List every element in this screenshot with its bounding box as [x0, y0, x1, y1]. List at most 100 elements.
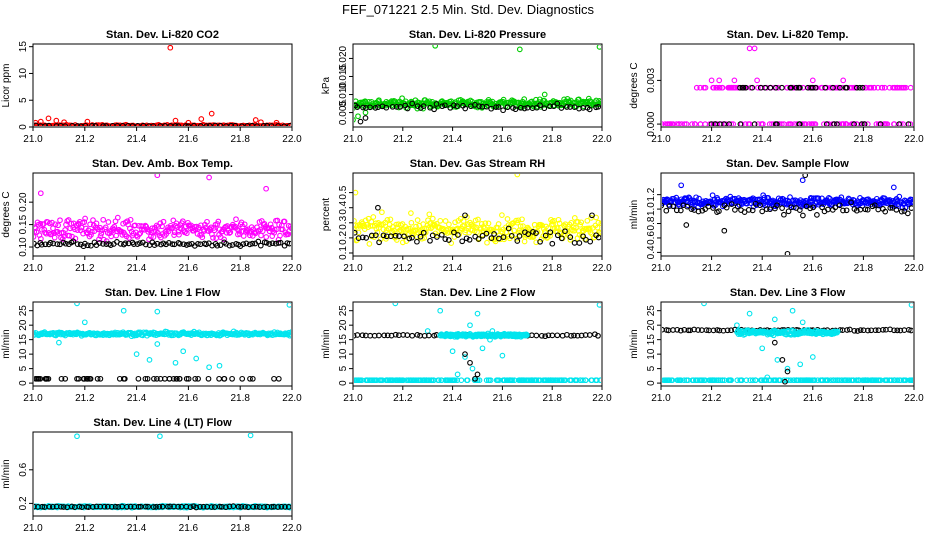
- x-tick-label: 21.8: [230, 393, 250, 404]
- data-point: [94, 225, 100, 231]
- data-point: [819, 204, 825, 211]
- data-point: [712, 121, 719, 126]
- data-point: [242, 503, 248, 510]
- data-point: [716, 84, 723, 91]
- data-point: [691, 326, 697, 333]
- data-point: [809, 121, 816, 126]
- data-point: [275, 123, 281, 126]
- data-point: [180, 241, 187, 248]
- data-point: [124, 218, 131, 225]
- data-point: [595, 219, 601, 226]
- data-point: [783, 377, 790, 384]
- y-tick-label: 0: [18, 124, 29, 130]
- data-point: [699, 207, 706, 214]
- x-tick-label: 21.0: [651, 134, 671, 145]
- data-point: [789, 307, 796, 314]
- x-tick-label: 22.0: [904, 134, 924, 145]
- data-point: [875, 327, 882, 334]
- data-point: [42, 375, 49, 382]
- data-point: [759, 377, 765, 384]
- data-point: [42, 241, 49, 248]
- x-tick-label: 22.0: [904, 393, 924, 404]
- x-tick-label: 21.6: [493, 134, 513, 145]
- data-point: [896, 193, 903, 200]
- data-point: [404, 105, 411, 112]
- data-point: [662, 377, 669, 384]
- data-point: [187, 504, 194, 510]
- data-point: [282, 504, 288, 510]
- data-point: [784, 84, 791, 91]
- data-point: [467, 322, 473, 329]
- data-point: [103, 123, 110, 126]
- x-tick-label: 21.0: [23, 134, 43, 145]
- data-point: [445, 237, 452, 243]
- data-point: [154, 375, 160, 382]
- data-point: [88, 229, 95, 235]
- data-point: [705, 203, 712, 210]
- data-point: [542, 333, 549, 340]
- data-point: [413, 223, 419, 230]
- panel-title: Stan. Dev. Line 3 Flow: [730, 287, 846, 299]
- data-point: [399, 239, 406, 246]
- data-point: [354, 189, 359, 196]
- y-tick-label: 0.6: [18, 462, 29, 476]
- y-tick-label: 0.8: [646, 216, 657, 230]
- data-point: [359, 234, 366, 241]
- data-point: [263, 239, 270, 246]
- data-point: [708, 121, 715, 126]
- data-point: [670, 203, 677, 210]
- data-point: [554, 100, 561, 107]
- data-point: [190, 503, 197, 510]
- data-point: [193, 504, 200, 511]
- data-point: [689, 121, 695, 126]
- data-point: [595, 103, 601, 110]
- data-point: [74, 123, 81, 126]
- data-point: [504, 216, 511, 222]
- data-point: [183, 123, 189, 126]
- data-point: [414, 217, 421, 223]
- data-point: [752, 377, 759, 384]
- data-point: [203, 241, 209, 248]
- data-point: [176, 231, 182, 238]
- data-point: [285, 504, 291, 510]
- data-point: [467, 359, 473, 366]
- data-point: [409, 234, 415, 241]
- data-point: [165, 503, 171, 510]
- data-point: [499, 352, 506, 359]
- panel-title: Stan. Dev. Line 2 Flow: [420, 287, 536, 299]
- x-tick-label: 21.2: [393, 263, 413, 274]
- data-point: [61, 233, 67, 240]
- data-point: [277, 232, 283, 239]
- data-point: [74, 303, 80, 307]
- data-point: [887, 205, 894, 211]
- data-point: [442, 218, 449, 224]
- data-point: [737, 84, 743, 91]
- data-point: [81, 319, 88, 326]
- data-point: [572, 377, 579, 384]
- data-point: [195, 375, 201, 382]
- data-point: [488, 235, 495, 241]
- x-tick-label: 21.4: [752, 393, 772, 404]
- data-point: [662, 326, 665, 333]
- data-point: [185, 375, 192, 382]
- x-tick-label: 21.0: [343, 263, 363, 274]
- data-point: [790, 84, 797, 91]
- data-point: [62, 375, 69, 382]
- data-point: [524, 332, 530, 339]
- data-point: [907, 121, 913, 126]
- data-point: [665, 377, 672, 384]
- data-point: [185, 123, 192, 126]
- data-point: [475, 216, 481, 223]
- data-point: [517, 104, 524, 111]
- data-point: [508, 233, 515, 239]
- data-point: [799, 319, 806, 326]
- data-point: [907, 84, 913, 91]
- x-tick-label: 21.4: [127, 134, 147, 145]
- y-tick-label: 20: [646, 319, 657, 331]
- data-point: [108, 503, 115, 510]
- data-point: [568, 219, 575, 226]
- data-point: [908, 205, 913, 211]
- data-point: [479, 345, 486, 352]
- data-point: [805, 377, 812, 384]
- data-point: [695, 327, 701, 333]
